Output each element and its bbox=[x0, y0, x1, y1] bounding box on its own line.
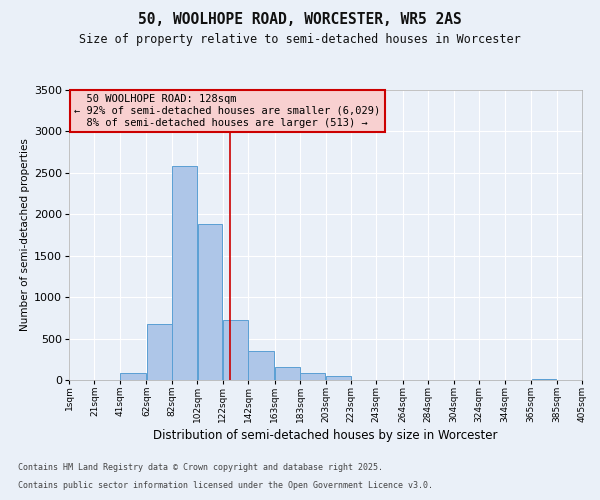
Bar bbox=[172, 166, 197, 380]
Y-axis label: Number of semi-detached properties: Number of semi-detached properties bbox=[20, 138, 30, 332]
Text: Contains HM Land Registry data © Crown copyright and database right 2025.: Contains HM Land Registry data © Crown c… bbox=[18, 464, 383, 472]
Bar bbox=[147, 324, 172, 380]
Text: 50, WOOLHOPE ROAD, WORCESTER, WR5 2AS: 50, WOOLHOPE ROAD, WORCESTER, WR5 2AS bbox=[138, 12, 462, 28]
Bar bbox=[301, 374, 325, 380]
Bar bbox=[197, 224, 223, 380]
X-axis label: Distribution of semi-detached houses by size in Worcester: Distribution of semi-detached houses by … bbox=[153, 429, 498, 442]
Text: Contains public sector information licensed under the Open Government Licence v3: Contains public sector information licen… bbox=[18, 481, 433, 490]
Bar bbox=[120, 374, 146, 380]
Bar bbox=[248, 351, 274, 380]
Text: 50 WOOLHOPE ROAD: 128sqm
← 92% of semi-detached houses are smaller (6,029)
  8% : 50 WOOLHOPE ROAD: 128sqm ← 92% of semi-d… bbox=[74, 94, 380, 128]
Bar bbox=[532, 379, 556, 380]
Text: Size of property relative to semi-detached houses in Worcester: Size of property relative to semi-detach… bbox=[79, 32, 521, 46]
Bar bbox=[223, 320, 248, 380]
Bar bbox=[326, 376, 350, 380]
Bar bbox=[275, 366, 300, 380]
